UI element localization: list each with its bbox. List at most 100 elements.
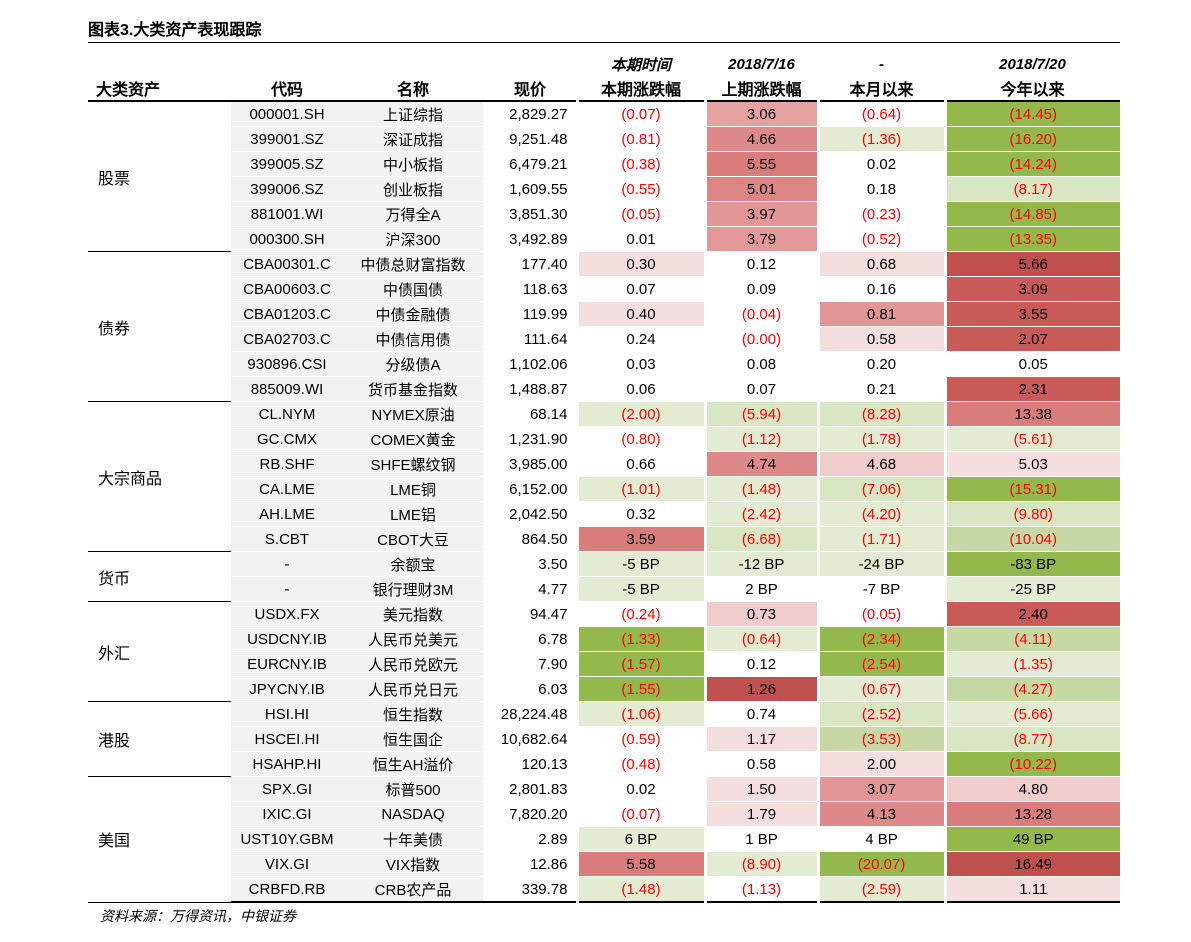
price-cell: 6.78 [483,626,577,652]
current-change-cell: 0.24 [575,326,705,352]
current-change-cell: (0.80) [575,426,705,452]
year-to-date-cell: (8.77) [943,726,1120,752]
month-to-date-cell: (0.52) [816,226,945,252]
name-cell: CBOT大豆 [343,526,483,552]
date-header-end-date: 2018/7/20 [999,56,1066,73]
price-cell: 9,251.48 [483,126,577,152]
month-to-date-cell: (2.52) [816,701,945,727]
table-row: 港股 HSI.HI 恒生指数 28,224.48 (1.06) 0.74 (2.52) (5.… [88,701,1120,777]
previous-change-cell: 1 BP [703,826,818,852]
price-cell: 339.78 [483,876,577,903]
name-cell: 恒生国企 [343,726,483,752]
table-row: 债券 CBA00301.C 中债总财富指数 177.40 0.30 0.12 0.68 5.6… [88,251,1120,402]
price-cell: 4.77 [483,576,577,602]
asset-class-label: 美国 [88,776,231,903]
current-change-cell: 0.40 [575,301,705,327]
table-row: 885009.WI 货币基金指数 1,488.87 0.06 0.07 0.21 2.31 [88,376,1120,402]
date-header-cell [88,54,231,75]
date-header-cell [343,54,483,75]
page-title: 图表3.大类资产表现跟踪 [88,22,262,39]
month-to-date-cell: (1.36) [816,126,945,152]
previous-change-cell: (0.00) [703,326,818,352]
code-cell: USDCNY.IB [231,626,343,652]
code-cell: CL.NYM [231,401,343,427]
current-change-cell: (1.48) [575,876,705,903]
code-cell: CBA00603.C [231,276,343,302]
date-header-start-date: 2018/7/16 [728,56,795,73]
previous-change-cell: (6.68) [703,526,818,552]
code-cell: AH.LME [231,501,343,527]
price-cell: 3,985.00 [483,451,577,477]
table-row: UST10Y.GBM 十年美债 2.89 6 BP 1 BP 4 BP 49 BP [88,826,1120,852]
previous-change-cell: (2.42) [703,501,818,527]
previous-change-cell: 3.97 [703,201,818,227]
table-row: 000300.SH 沪深300 3,492.89 0.01 3.79 (0.52) (13.… [88,226,1120,252]
code-cell: CBA01203.C [231,301,343,327]
previous-change-cell: 5.01 [703,176,818,202]
month-to-date-cell: 4.13 [816,801,945,827]
month-to-date-cell: 4 BP [816,826,945,852]
year-to-date-cell: 5.03 [943,451,1120,477]
table-row: RB.SHF SHFE螺纹钢 3,985.00 0.66 4.74 4.68 5.03 [88,451,1120,477]
month-to-date-cell: (3.53) [816,726,945,752]
date-header-dash: - [879,56,884,73]
current-change-cell: 0.02 [575,776,705,802]
name-cell: SHFE螺纹钢 [343,451,483,477]
header-current-change: 本期涨跌幅 [577,75,705,102]
previous-change-cell: 5.55 [703,151,818,177]
name-cell: 创业板指 [343,176,483,202]
month-to-date-cell: (4.20) [816,501,945,527]
previous-change-cell: 1.79 [703,801,818,827]
current-change-cell: 0.01 [575,226,705,252]
current-change-cell: (0.07) [575,801,705,827]
month-to-date-cell: (0.23) [816,201,945,227]
code-cell: - [231,576,343,602]
asset-class-label: 股票 [88,100,231,252]
year-to-date-cell: (14.85) [943,201,1120,227]
price-cell: 6,479.21 [483,151,577,177]
year-to-date-cell: 13.28 [943,801,1120,827]
previous-change-cell: 0.12 [703,651,818,677]
code-cell: 885009.WI [231,376,343,402]
month-to-date-cell: -24 BP [816,551,945,577]
previous-change-cell: 1.17 [703,726,818,752]
name-cell: 人民币兑欧元 [343,651,483,677]
code-cell: HSAHP.HI [231,751,343,777]
year-to-date-cell: (13.35) [943,226,1120,252]
month-to-date-cell: 2.00 [816,751,945,777]
current-change-cell: 0.32 [575,501,705,527]
table-row: 大宗商品 CL.NYM NYMEX原油 68.14 (2.00) (5.94) (8.28)… [88,401,1120,552]
table-row: EURCNY.IB 人民币兑欧元 7.90 (1.57) 0.12 (2.54) (1.35… [88,651,1120,677]
price-cell: 6,152.00 [483,476,577,502]
current-change-cell: (1.57) [575,651,705,677]
month-to-date-cell: 0.58 [816,326,945,352]
table-row: 881001.WI 万得全A 3,851.30 (0.05) 3.97 (0.23) (14… [88,201,1120,227]
price-cell: 120.13 [483,751,577,777]
code-cell: UST10Y.GBM [231,826,343,852]
name-cell: 中债金融债 [343,301,483,327]
code-cell: VIX.GI [231,851,343,877]
code-cell: HSCEI.HI [231,726,343,752]
name-cell: 万得全A [343,201,483,227]
table-row: 美国 SPX.GI 标普500 2,801.83 0.02 1.50 3.07 4.80 [88,776,1120,903]
code-cell: 881001.WI [231,201,343,227]
month-to-date-cell: (20.07) [816,851,945,877]
code-cell: HSI.HI [231,701,343,727]
date-header-cell [231,54,343,75]
current-change-cell: 0.06 [575,376,705,402]
year-to-date-cell: 3.55 [943,301,1120,327]
month-to-date-cell: -7 BP [816,576,945,602]
table-row: 货币 - 余额宝 3.50 -5 BP -12 BP -24 BP -83 BP [88,551,1120,602]
header-previous-change: 上期涨跌幅 [705,75,818,102]
name-cell: 美元指数 [343,601,483,627]
current-change-cell: (0.48) [575,751,705,777]
current-change-cell: (1.06) [575,701,705,727]
header-code: 代码 [231,75,343,102]
current-change-cell: 5.58 [575,851,705,877]
name-cell: 中小板指 [343,151,483,177]
month-to-date-cell: (2.54) [816,651,945,677]
price-cell: 12.86 [483,851,577,877]
year-to-date-cell: (5.61) [943,426,1120,452]
title-rule [88,42,1120,43]
year-to-date-cell: 16.49 [943,851,1120,877]
